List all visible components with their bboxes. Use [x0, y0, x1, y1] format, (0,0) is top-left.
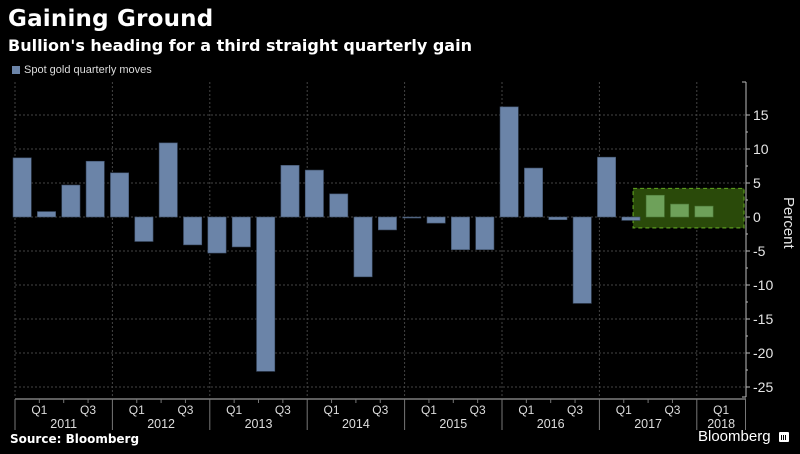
- y-tick-label: -15: [753, 311, 773, 327]
- x-quarter-label: Q1: [616, 403, 632, 417]
- bar-2014-q3: [353, 216, 373, 278]
- bar-chart-icon[interactable]: [778, 431, 789, 442]
- x-quarter-label: Q3: [470, 403, 486, 417]
- bar-2012-q3: [158, 142, 178, 218]
- x-year-label: 2012: [147, 417, 175, 431]
- bar-2011-q2: [37, 211, 56, 218]
- bar-2016-q1: [499, 106, 519, 218]
- x-year-label: 2013: [245, 417, 273, 431]
- bar-2018-q1: [694, 205, 714, 218]
- y-tick-label: -20: [753, 345, 773, 361]
- chart-title: Gaining Ground: [8, 6, 214, 32]
- bar-2011-q3: [61, 184, 81, 218]
- x-quarter-label: Q3: [177, 403, 193, 417]
- bar-2016-q2: [524, 167, 543, 218]
- bar-2016-q3: [548, 216, 568, 221]
- x-quarter-label: Q1: [713, 403, 729, 417]
- x-quarter-label: Q3: [664, 403, 680, 417]
- x-quarter-label: Q1: [31, 403, 47, 417]
- bar-2013-q3: [256, 216, 276, 372]
- x-year-label: 2018: [707, 417, 735, 431]
- brand-logo: Bloomberg: [698, 428, 789, 445]
- bar-2012-q2: [134, 216, 154, 242]
- y-tick-label: 5: [753, 175, 761, 191]
- source-label: Source: Bloomberg: [10, 432, 140, 446]
- x-year-label: 2011: [50, 417, 77, 431]
- x-year-label: 2016: [537, 417, 565, 431]
- bar-2015-q2: [426, 216, 446, 224]
- bar-2015-q1: [402, 216, 422, 219]
- x-year-label: 2014: [342, 417, 370, 431]
- brand-label: Bloomberg: [698, 428, 771, 445]
- bar-2011-q4: [85, 160, 105, 218]
- bar-2014-q1: [304, 169, 324, 218]
- x-quarter-label: Q3: [80, 403, 96, 417]
- bar-2011-q1: [12, 157, 32, 218]
- bar-2015-q4: [475, 216, 495, 250]
- bar-2012-q4: [183, 216, 203, 246]
- bar-2017-q3: [645, 194, 665, 218]
- bar-2013-q4: [280, 165, 300, 218]
- y-tick-label: -5: [753, 243, 766, 259]
- bar-2014-q4: [377, 216, 397, 231]
- y-tick-label: -25: [753, 379, 773, 395]
- y-tick-label: 15: [753, 107, 769, 123]
- y-tick-label: -10: [753, 277, 773, 293]
- chart-subtitle: Bullion's heading for a third straight q…: [8, 36, 472, 55]
- legend-swatch: [12, 66, 20, 74]
- bar-2012-q1: [110, 172, 130, 218]
- x-quarter-label: Q3: [567, 403, 583, 417]
- bar-2017-q4: [670, 203, 690, 218]
- bar-2013-q2: [231, 216, 251, 248]
- bar-2017-q2: [621, 216, 641, 221]
- legend-label: Spot gold quarterly moves: [24, 64, 152, 76]
- x-quarter-label: Q1: [324, 403, 340, 417]
- y-tick-label: 10: [753, 141, 769, 157]
- bar-2014-q2: [329, 193, 349, 218]
- bar-2017-q1: [597, 156, 617, 218]
- x-quarter-label: Q1: [226, 403, 242, 417]
- x-year-label: 2017: [634, 417, 662, 431]
- y-tick-label: 0: [753, 209, 761, 225]
- bar-2015-q3: [451, 216, 470, 250]
- x-quarter-label: Q1: [129, 403, 145, 417]
- x-year-label: 2015: [439, 417, 467, 431]
- bar-2013-q1: [207, 216, 227, 254]
- x-quarter-label: Q3: [275, 403, 291, 417]
- x-quarter-label: Q1: [518, 403, 534, 417]
- y-axis-label: Percent: [780, 197, 797, 250]
- x-quarter-label: Q1: [421, 403, 437, 417]
- x-quarter-label: Q3: [372, 403, 388, 417]
- bar-2016-q4: [572, 216, 592, 304]
- legend: Spot gold quarterly moves: [12, 64, 152, 76]
